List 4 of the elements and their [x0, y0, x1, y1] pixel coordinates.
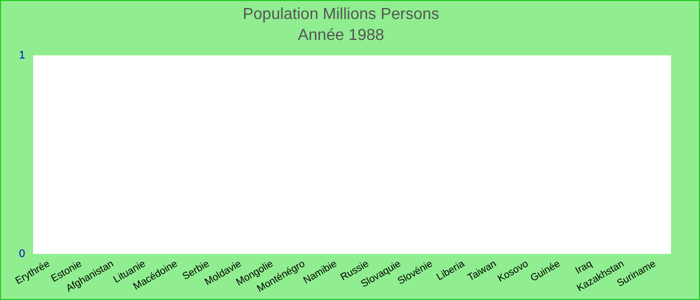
y-tick-label: 1 — [18, 49, 26, 62]
chart-title: Population Millions Persons — [242, 6, 440, 24]
y-tick-label: 0 — [18, 248, 26, 260]
chart-subtitle: Année 1988 — [298, 27, 384, 44]
